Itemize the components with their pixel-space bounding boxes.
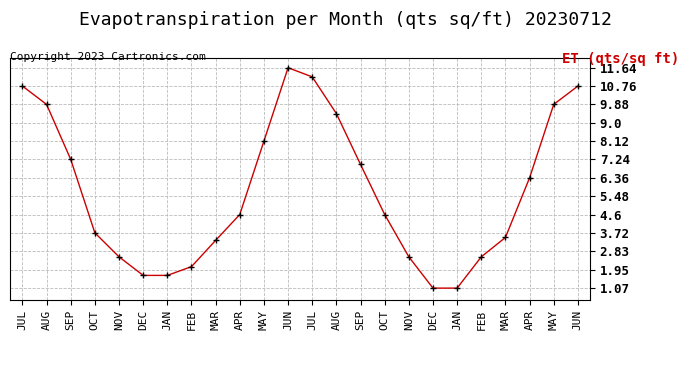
Text: ET (qts/sq ft): ET (qts/sq ft) [562,53,680,66]
Text: Copyright 2023 Cartronics.com: Copyright 2023 Cartronics.com [10,53,206,63]
Text: Evapotranspiration per Month (qts sq/ft) 20230712: Evapotranspiration per Month (qts sq/ft)… [79,11,611,29]
